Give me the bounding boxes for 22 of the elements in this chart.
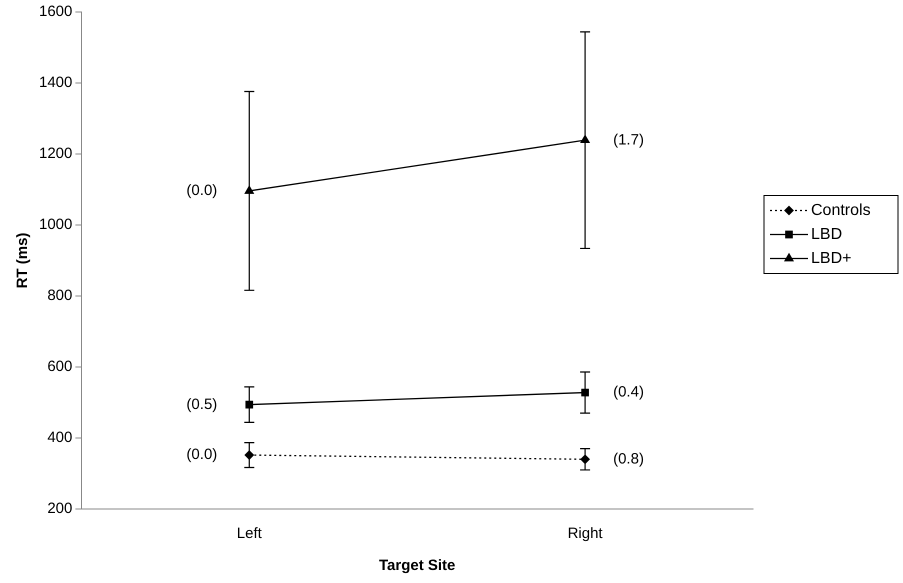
y-tick-label: 1200 bbox=[38, 145, 72, 162]
annotation: (0.5) bbox=[186, 396, 218, 413]
annotation: (1.7) bbox=[613, 131, 644, 148]
annotation: (0.0) bbox=[186, 446, 218, 464]
annotation: (0.0) bbox=[186, 182, 218, 200]
x-tick-label: Left bbox=[236, 525, 263, 542]
annotation: (0.4) bbox=[613, 384, 644, 401]
x-tick-label: Right bbox=[568, 525, 604, 542]
y-tick-label: 1600 bbox=[38, 3, 72, 20]
y-axis-title: RT (ms) bbox=[14, 232, 32, 288]
y-tick-label: 1400 bbox=[38, 74, 72, 92]
y-tick-label: 200 bbox=[47, 500, 72, 518]
y-tick-label: 600 bbox=[47, 358, 72, 376]
annotation: (0.8) bbox=[613, 450, 644, 468]
legend-label: LBD bbox=[811, 226, 842, 243]
legend-label: LBD+ bbox=[811, 250, 852, 267]
x-axis-title: Target Site bbox=[378, 557, 456, 574]
point bbox=[581, 388, 589, 396]
y-tick-label: 400 bbox=[47, 429, 72, 446]
y-tick-label: 800 bbox=[47, 287, 72, 304]
legend-label: Controls bbox=[811, 202, 871, 219]
y-tick-label: 1000 bbox=[38, 216, 72, 234]
